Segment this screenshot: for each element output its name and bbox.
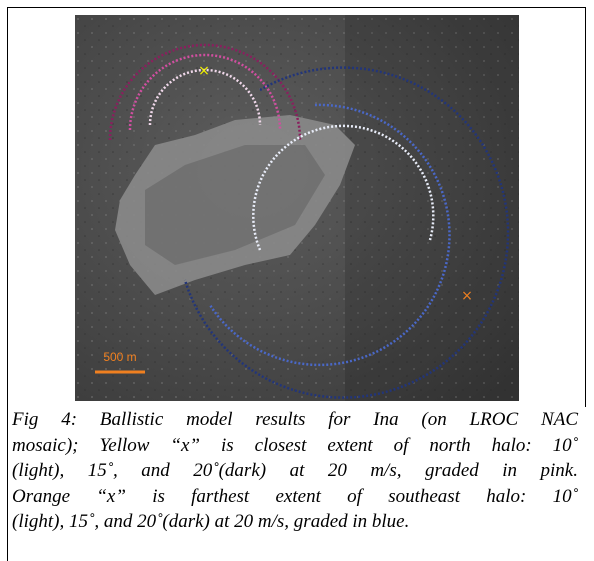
lunar-mosaic: × × 500 m	[75, 15, 519, 401]
marker: ×	[461, 288, 473, 304]
caption-line: Fig 4: Ballistic model results for Ina (…	[12, 407, 578, 433]
caption-line: mosaic); Yellow “x” is closest extent of…	[12, 433, 578, 459]
caption-line: (light), 15˚, and 20˚(dark) at 20 m/s, g…	[12, 509, 578, 535]
frame	[585, 7, 586, 407]
caption-line: Orange “x” is farthest extent of southea…	[12, 484, 578, 510]
scale-label: 500 m	[103, 350, 136, 364]
frame	[7, 7, 585, 8]
page: × × 500 m Fig 4: Ballistic model results…	[0, 0, 594, 561]
frame	[7, 7, 8, 561]
caption-line: (light), 15˚, and 20˚(dark) at 20 m/s, g…	[12, 458, 578, 484]
marker: ×	[198, 63, 210, 79]
caption: Fig 4: Ballistic model results for Ina (…	[12, 407, 578, 535]
